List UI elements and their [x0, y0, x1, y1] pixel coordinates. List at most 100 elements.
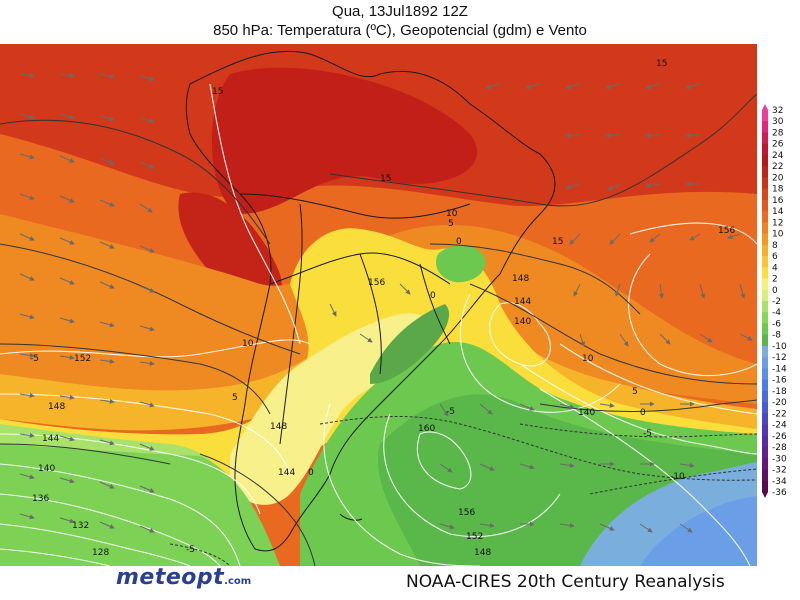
- temp-label: -5: [30, 354, 39, 364]
- colorbar-label: -6: [772, 319, 781, 329]
- colorbar-swatch: [762, 289, 768, 302]
- colorbar-swatch: [762, 222, 768, 235]
- logo-text: meteopt: [116, 565, 225, 590]
- colorbar-label: -16: [772, 376, 787, 386]
- colorbar-label: 28: [772, 128, 784, 138]
- colorbar-label: -10: [772, 342, 787, 352]
- temp-label: 0: [456, 237, 462, 247]
- colorbar-label: -36: [772, 488, 787, 498]
- temp-label: 15: [212, 87, 223, 97]
- colorbar-swatch: [762, 480, 768, 493]
- colorbar-swatch: [762, 177, 768, 190]
- colorbar-label: -28: [772, 443, 787, 453]
- geopotential-label: 144: [42, 434, 59, 444]
- colorbar-label: -4: [772, 308, 781, 318]
- colorbar-swatch: [762, 447, 768, 459]
- temp-label: 0: [640, 408, 646, 418]
- colorbar-swatch: [762, 345, 768, 358]
- colorbar-label: -32: [772, 466, 787, 476]
- temp-label: 0: [430, 291, 436, 301]
- geopotential-label: 144: [514, 297, 531, 307]
- colorbar-label: -26: [772, 432, 787, 442]
- map-title-date: Qua, 13Jul1892 12Z: [332, 3, 468, 20]
- colorbar-label: -34: [772, 477, 787, 487]
- colorbar-swatch: [762, 312, 768, 324]
- colorbar-label: 2: [772, 275, 778, 285]
- temp-label: 5: [448, 219, 454, 229]
- geopotential-label: 156: [458, 508, 475, 518]
- geopotential-label: 148: [512, 274, 529, 284]
- geopotential-label: 152: [74, 354, 91, 364]
- geopotential-label: 140: [578, 408, 595, 418]
- temp-label: -5: [446, 407, 455, 417]
- colorbar-cap-bottom: [762, 492, 768, 498]
- colorbar-swatch: [762, 244, 768, 257]
- temp-label: 5: [232, 393, 238, 403]
- temp-label: 15: [380, 174, 391, 184]
- colorbar-label: 16: [772, 196, 784, 206]
- colorbar-label: -20: [772, 398, 787, 408]
- colorbar-label: -18: [772, 387, 787, 397]
- geopotential-label: 148: [474, 548, 491, 558]
- coastlines: [185, 50, 556, 552]
- geopotential-contour-labels: 152 148 144 140 136 132 128 156 148 144 …: [32, 226, 735, 558]
- colorbar-swatch: [762, 368, 768, 381]
- temp-label: -5: [186, 545, 195, 555]
- geopotential-label: 144: [278, 468, 295, 478]
- colorbar-label: 14: [772, 207, 784, 217]
- colorbar-swatch: [762, 469, 768, 482]
- colorbar-swatch: [762, 233, 768, 246]
- geopotential-label: 156: [718, 226, 735, 236]
- colorbar-swatch: [762, 256, 768, 268]
- colorbar-swatch: [762, 267, 768, 280]
- colorbar-label: 18: [772, 185, 784, 195]
- temp-label: 10: [446, 209, 458, 219]
- temperature-contour-labels: 15 15 15 10 10 5 5 0 0 0 -5 -5 -5 -10 10…: [30, 59, 685, 555]
- geopotential-label: 132: [72, 521, 89, 531]
- geopotential-label: 152: [466, 532, 483, 542]
- temp-band-hot-core: [211, 67, 478, 214]
- temp-label: 10: [242, 339, 254, 349]
- colorbar-label: -24: [772, 421, 787, 431]
- colorbar-label: 32: [772, 106, 783, 116]
- temperature-map: 15 15 15 10 10 5 5 0 0 0 -5 -5 -5 -10 10…: [0, 44, 757, 566]
- colorbar-swatch: [762, 301, 768, 313]
- geopotential-label: 160: [418, 424, 435, 434]
- colorbar-swatch: [762, 424, 768, 437]
- colorbar-swatch: [762, 458, 768, 471]
- colorbar-swatch: [762, 188, 768, 201]
- colorbar-swatch: [762, 413, 768, 426]
- temp-label: -5: [643, 429, 652, 439]
- colorbar-swatch: [762, 379, 768, 392]
- colorbar-label: 26: [772, 140, 784, 150]
- geopotential-label: 128: [92, 548, 109, 558]
- colorbar-label: -8: [772, 331, 781, 341]
- geopotential-label: 156: [368, 278, 385, 288]
- colorbar-swatch: [762, 143, 768, 156]
- map-title-description: 850 hPa: Temperatura (ºC), Geopotencial …: [213, 22, 587, 39]
- temperature-colorbar: 32302826242220181614121086420-2-4-6-8-10…: [762, 104, 787, 498]
- colorbar-label: -14: [772, 364, 787, 374]
- colorbar-labels: 32302826242220181614121086420-2-4-6-8-10…: [772, 106, 787, 498]
- colorbar-swatch: [762, 323, 768, 336]
- meteopt-logo: meteopt.com: [116, 565, 251, 590]
- geopotential-label: 148: [48, 402, 65, 412]
- colorbar-swatch: [762, 121, 768, 133]
- colorbar-label: -30: [772, 454, 787, 464]
- colorbar-label: -2: [772, 297, 781, 307]
- wind-vectors: [19, 72, 753, 533]
- colorbar-swatch: [762, 278, 768, 291]
- geopotential-label: 140: [38, 464, 55, 474]
- colorbar-swatch: [762, 402, 768, 414]
- colorbar-label: 4: [772, 263, 778, 273]
- colorbar-swatch: [762, 390, 768, 403]
- colorbar-label: 0: [772, 286, 778, 296]
- temp-band-green-cell: [435, 244, 486, 283]
- colorbar-label: 24: [772, 151, 784, 161]
- colorbar-cap-top: [762, 104, 768, 110]
- temp-label: 0: [308, 468, 314, 478]
- colorbar-swatch: [762, 154, 768, 167]
- colorbar-label: -22: [772, 409, 787, 419]
- temp-label: 10: [582, 354, 594, 364]
- geopotential-contours: [0, 83, 757, 566]
